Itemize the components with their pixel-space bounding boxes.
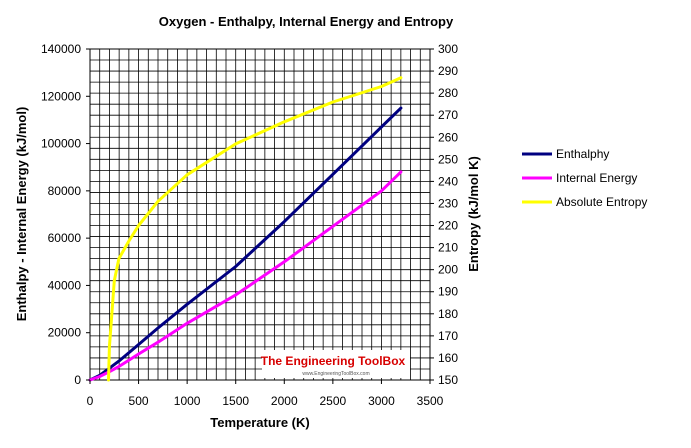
x-tick-label: 2000 <box>271 394 298 408</box>
series-line-absolute-entropy <box>107 76 403 382</box>
watermark-subtitle: www.EngineeringToolBox.com <box>302 371 369 377</box>
y2-tick-label: 210 <box>438 241 458 255</box>
y-tick-label: 140000 <box>41 42 81 56</box>
x-tick-label: 1000 <box>174 394 201 408</box>
legend-label: Enthalphy <box>556 147 609 161</box>
y2-tick-label: 200 <box>438 263 458 277</box>
plot-frame <box>89 48 431 381</box>
chart-title: Oxygen - Enthalpy, Internal Energy and E… <box>159 14 454 29</box>
y2-tick-label: 250 <box>438 152 458 166</box>
y2-tick-label: 150 <box>438 373 458 387</box>
legend-label: Internal Energy <box>556 171 637 185</box>
y-tick-label: 80000 <box>48 184 82 198</box>
y2-tick-label: 220 <box>438 219 458 233</box>
legend: Enthalphy Internal Energy Absolute Entropy <box>522 147 647 209</box>
y-axis-label: Enthalpy - Internal Energy (kJ/mol) <box>14 107 29 322</box>
x-tick-label: 0 <box>87 394 94 408</box>
y-tick-label: 120000 <box>41 89 81 103</box>
y2-tick-label: 230 <box>438 196 458 210</box>
x-tick-label: 500 <box>129 394 149 408</box>
y2-tick-label: 240 <box>438 174 458 188</box>
watermark-background <box>262 350 410 378</box>
y2-tick-label: 180 <box>438 307 458 321</box>
y2-tick-label: 260 <box>438 130 458 144</box>
y2-axis-label: Entropy (kJ/mol K) <box>466 156 481 272</box>
y2-tick-label: 170 <box>438 329 458 343</box>
legend-label: Absolute Entropy <box>556 195 647 209</box>
series-layer <box>88 76 403 382</box>
y2-tick-label: 160 <box>438 351 458 365</box>
x-tick-label: 3500 <box>417 394 444 408</box>
y2-tick-label: 290 <box>438 64 458 78</box>
y-tick-label: 40000 <box>48 278 82 292</box>
y-tick-label: 0 <box>74 373 81 387</box>
y-tick-label: 100000 <box>41 137 81 151</box>
x-tick-label: 1500 <box>222 394 249 408</box>
y2-tick-label: 300 <box>438 42 458 56</box>
x-axis-label: Temperature (K) <box>210 415 309 430</box>
y2-tick-label: 280 <box>438 86 458 100</box>
x-tick-label: 2500 <box>320 394 347 408</box>
y2-tick-label: 190 <box>438 285 458 299</box>
axis-layer: 0 500 1000 1500 2000 2500 3000 3500 0 20000 40000 6… <box>41 42 458 408</box>
watermark: The Engineering ToolBox www.EngineeringT… <box>261 350 410 378</box>
y-tick-label: 20000 <box>48 326 82 340</box>
x-tick-label: 3000 <box>368 394 395 408</box>
watermark-title: The Engineering ToolBox <box>261 354 406 368</box>
y-tick-label: 60000 <box>48 231 82 245</box>
grid <box>89 48 431 381</box>
y2-tick-label: 270 <box>438 108 458 122</box>
